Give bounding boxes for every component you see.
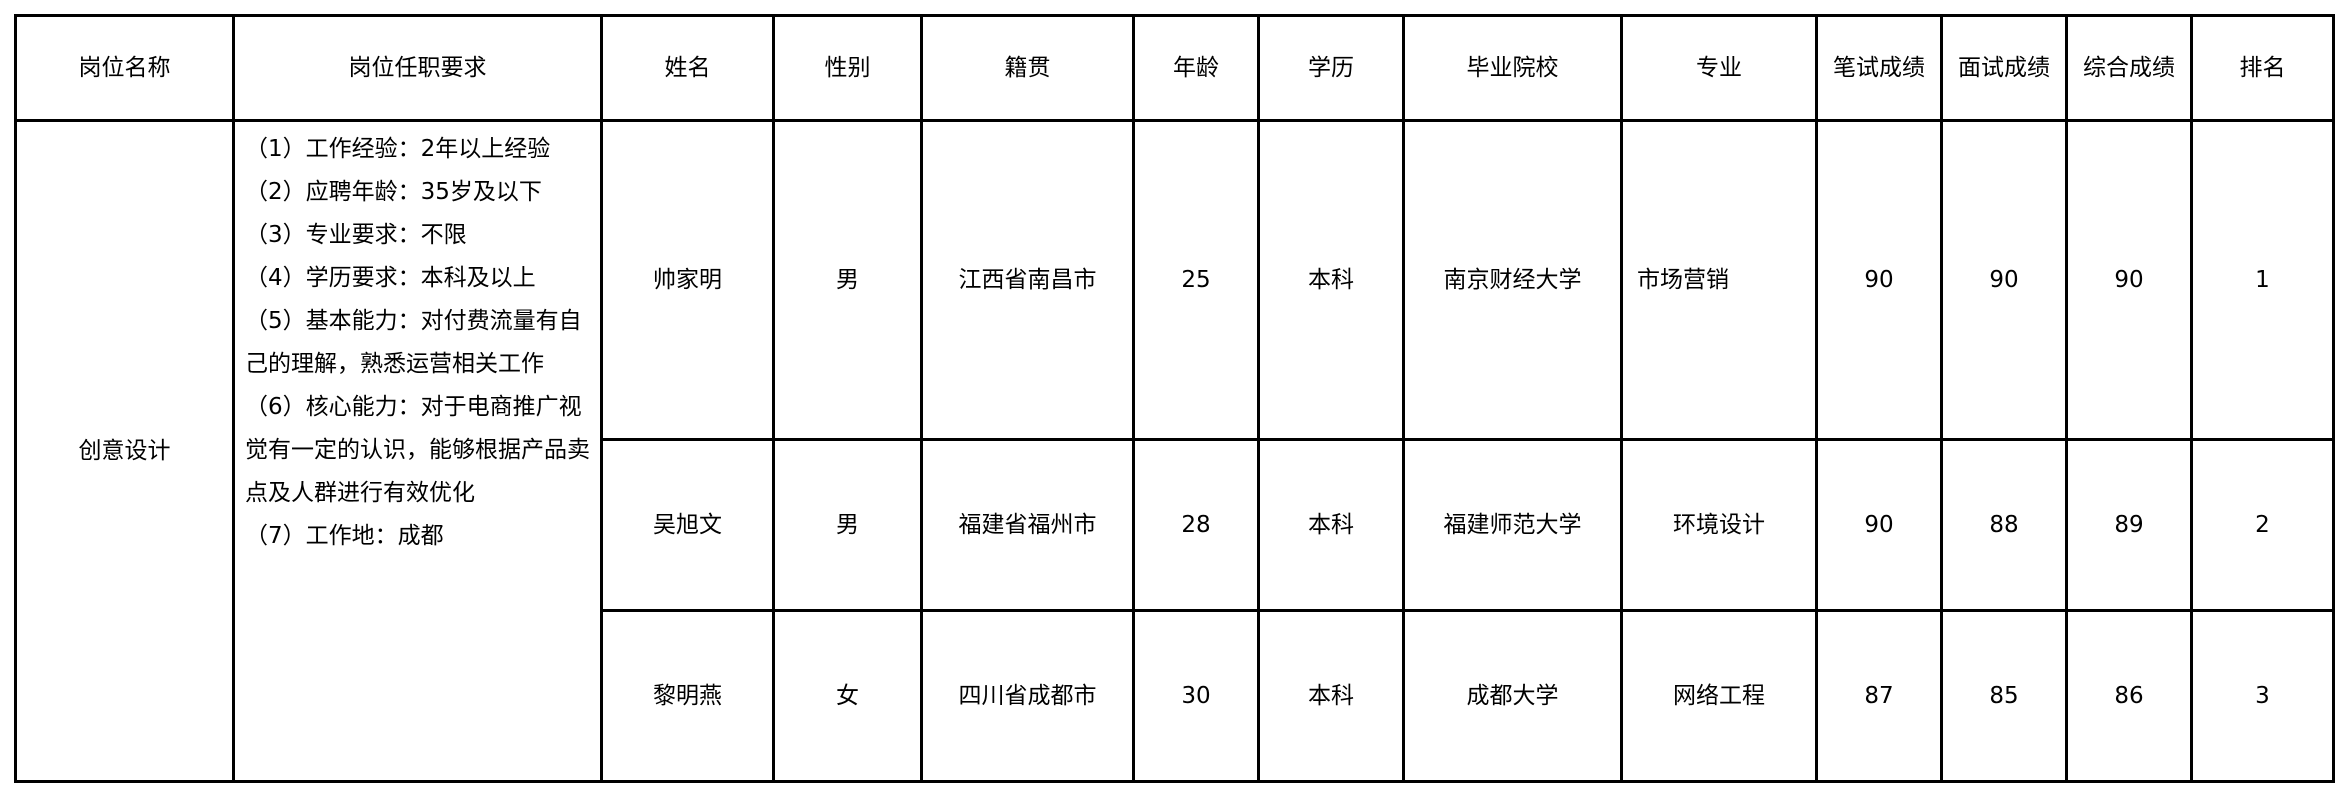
header-major: 专业	[1620, 14, 1818, 122]
rank-cell: 2	[2190, 438, 2335, 612]
age-cell: 28	[1132, 438, 1260, 612]
requirement-item: （4）学历要求：本科及以上	[245, 265, 536, 291]
written-score-cell: 90	[1815, 119, 1943, 441]
age-cell: 25	[1132, 119, 1260, 441]
header-position: 岗位名称	[14, 14, 235, 122]
major-cell: 网络工程	[1620, 609, 1818, 783]
header-age: 年龄	[1132, 14, 1260, 122]
education-cell: 本科	[1257, 119, 1405, 441]
requirement-item: （5）基本能力：对付费流量有自己的理解，熟悉运营相关工作	[245, 308, 582, 377]
interview-score-cell: 88	[1940, 438, 2068, 612]
table-row: 黎明燕 女 四川省成都市 30 本科 成都大学 网络工程 87 85 86 3	[16, 609, 2335, 783]
gender-cell: 女	[772, 609, 923, 783]
header-school: 毕业院校	[1402, 14, 1623, 122]
name-cell: 吴旭文	[600, 438, 775, 612]
header-requirements: 岗位任职要求	[232, 14, 603, 122]
header-education: 学历	[1257, 14, 1405, 122]
major-cell: 市场营销	[1620, 119, 1818, 441]
school-cell: 福建师范大学	[1402, 438, 1623, 612]
origin-cell: 四川省成都市	[920, 609, 1135, 783]
interview-score-cell: 85	[1940, 609, 2068, 783]
requirement-item: （3）专业要求：不限	[245, 222, 467, 248]
requirement-item: （2）应聘年龄：35岁及以下	[245, 179, 542, 205]
candidate-ranking-table: 岗位名称 岗位任职要求 姓名 性别 籍贯 年龄 学历 毕业院校 专业 笔试成绩 …	[14, 14, 2335, 783]
rank-cell: 1	[2190, 119, 2335, 441]
header-gender: 性别	[772, 14, 923, 122]
school-cell: 成都大学	[1402, 609, 1623, 783]
total-score-cell: 86	[2065, 609, 2193, 783]
header-name: 姓名	[600, 14, 775, 122]
header-written-score: 笔试成绩	[1815, 14, 1943, 122]
education-cell: 本科	[1257, 609, 1405, 783]
header-interview-score: 面试成绩	[1940, 14, 2068, 122]
header-rank: 排名	[2190, 14, 2335, 122]
name-cell: 黎明燕	[600, 609, 775, 783]
school-cell: 南京财经大学	[1402, 119, 1623, 441]
written-score-cell: 90	[1815, 438, 1943, 612]
gender-cell: 男	[772, 438, 923, 612]
age-cell: 30	[1132, 609, 1260, 783]
header-origin: 籍贯	[920, 14, 1135, 122]
table-row: 吴旭文 男 福建省福州市 28 本科 福建师范大学 环境设计 90 88 89 …	[16, 438, 2335, 612]
major-cell: 环境设计	[1620, 438, 1818, 612]
table-row: 创意设计 （1）工作经验：2年以上经验 （2）应聘年龄：35岁及以下 （3）专业…	[14, 119, 2335, 783]
origin-cell: 福建省福州市	[920, 438, 1135, 612]
requirement-item: （1）工作经验：2年以上经验	[245, 136, 551, 162]
total-score-cell: 90	[2065, 119, 2193, 441]
total-score-cell: 89	[2065, 438, 2193, 612]
rank-cell: 3	[2190, 609, 2335, 783]
header-total-score: 综合成绩	[2065, 14, 2193, 122]
position-cell: 创意设计	[14, 119, 235, 783]
origin-cell: 江西省南昌市	[920, 119, 1135, 441]
name-cell: 帅家明	[600, 119, 775, 441]
header-row: 岗位名称 岗位任职要求 姓名 性别 籍贯 年龄 学历 毕业院校 专业 笔试成绩 …	[14, 14, 2335, 122]
interview-score-cell: 90	[1940, 119, 2068, 441]
written-score-cell: 87	[1815, 609, 1943, 783]
gender-cell: 男	[772, 119, 923, 441]
education-cell: 本科	[1257, 438, 1405, 612]
requirement-item: （6）核心能力：对于电商推广视觉有一定的认识，能够根据产品卖点及人群进行有效优化	[245, 394, 590, 506]
requirement-item: （7）工作地：成都	[245, 523, 444, 549]
requirements-cell: （1）工作经验：2年以上经验 （2）应聘年龄：35岁及以下 （3）专业要求：不限…	[232, 119, 603, 783]
